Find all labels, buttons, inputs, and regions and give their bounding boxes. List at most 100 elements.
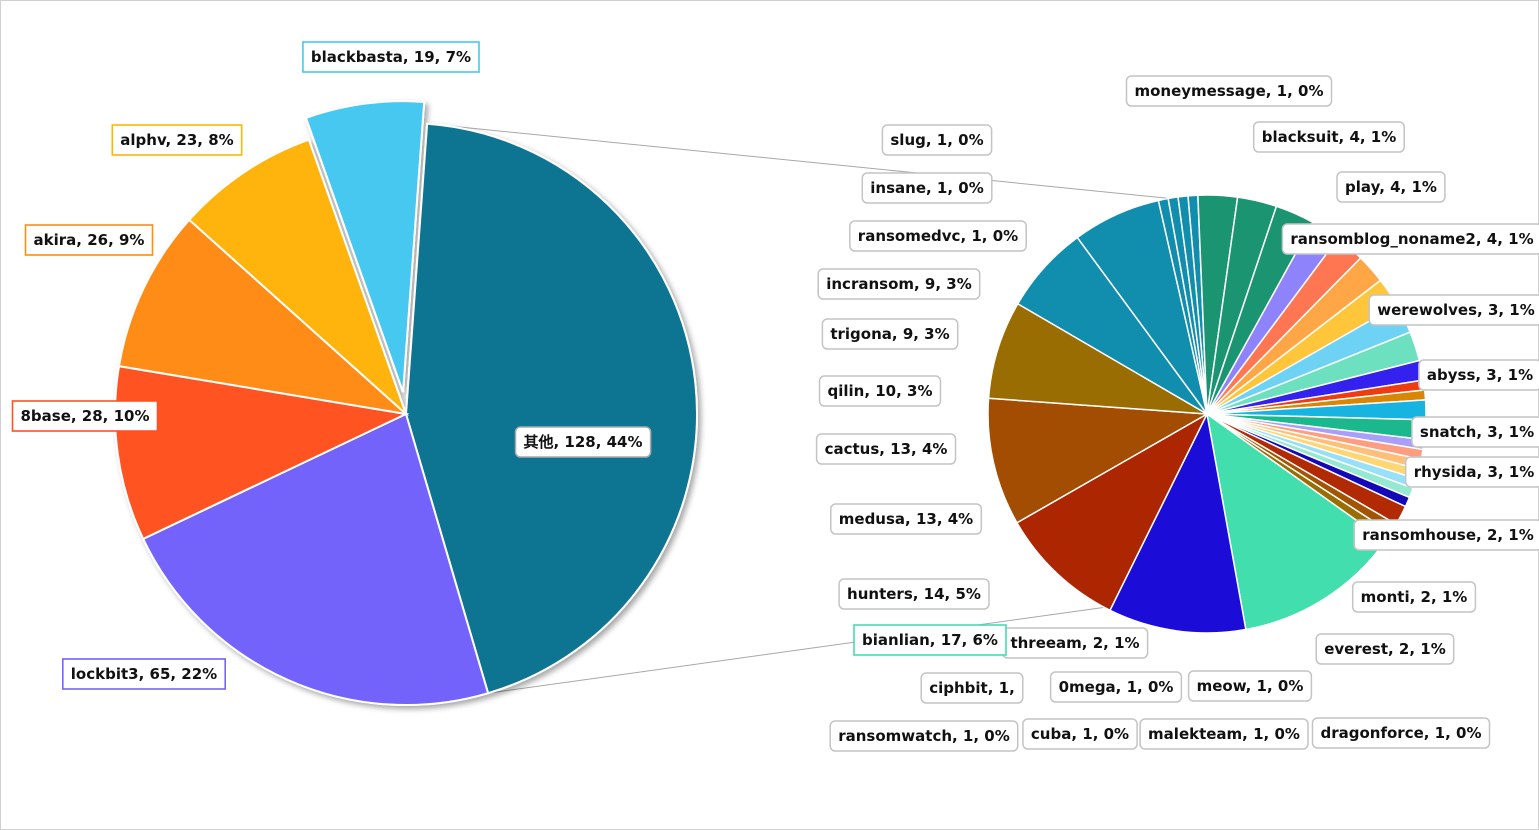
- sub-label-text-dragonforce: dragonforce, 1, 0%: [1320, 724, 1481, 742]
- sub-label-box-medusa: [830, 503, 983, 535]
- sub-label-box-ciphbit: [920, 672, 1024, 704]
- sub-label-insane: insane, 1, 0%: [861, 172, 993, 204]
- main-label-text-akira: akira, 26, 9%: [34, 231, 145, 249]
- sub-label-text-ciphbit: ciphbit, 1,: [929, 679, 1015, 697]
- sub-label-box-cactus: [815, 433, 957, 465]
- sub-label-text-trigona: trigona, 9, 3%: [830, 325, 949, 343]
- sub-slice-qilin-29: [987, 302, 1208, 415]
- sub-label-box-insane: [861, 172, 993, 204]
- sub-label-text-moneymessage: moneymessage, 1, 0%: [1134, 82, 1323, 100]
- sub-label-meow: meow, 1, 0%: [1187, 670, 1313, 702]
- sub-label-text-abyss: abyss, 3, 1%: [1427, 366, 1533, 384]
- sub-label-cuba: cuba, 1, 0%: [1022, 718, 1138, 750]
- sub-label-box-ransomedvc: [849, 220, 1027, 252]
- sub-label-trigona: trigona, 9, 3%: [821, 318, 959, 350]
- sub-label-text-ransomwatch: ransomwatch, 1, 0%: [838, 727, 1010, 745]
- sub-label-text-meow: meow, 1, 0%: [1197, 677, 1304, 695]
- sub-label-box-0mega: [1049, 671, 1183, 703]
- sub-label-text-rhysida: rhysida, 3, 1%: [1414, 463, 1535, 481]
- sub-label-box-trigona: [821, 318, 959, 350]
- sub-label-ciphbit: ciphbit, 1,: [920, 672, 1024, 704]
- slice-labels: blackbasta, 19, 7% 其他, 128, 44% lockbit3, …: [11, 41, 1539, 752]
- sub-label-play: play, 4, 1%: [1336, 171, 1446, 203]
- sub-label-text-cuba: cuba, 1, 0%: [1031, 725, 1129, 743]
- main-label-other: 其他, 128, 44%: [514, 426, 652, 458]
- sub-slice-medusa-27: [1015, 412, 1209, 612]
- sub-label-text-snatch: snatch, 3, 1%: [1420, 423, 1534, 441]
- main-label-8base: 8base, 28, 10%: [11, 400, 159, 432]
- main-label-box-akira: [24, 224, 154, 256]
- main-label-lockbit3: lockbit3, 65, 22%: [61, 658, 226, 690]
- sub-label-text-blacksuit: blacksuit, 4, 1%: [1262, 128, 1397, 146]
- sub-label-box-blacksuit: [1252, 121, 1405, 153]
- main-slice-alphv: [187, 138, 407, 415]
- sub-label-text-ransomedvc: ransomedvc, 1, 0%: [858, 227, 1018, 245]
- sub-label-box-werewolves: [1368, 294, 1539, 326]
- sub-label-ransomwatch: ransomwatch, 1, 0%: [829, 720, 1019, 752]
- sub-label-text-play: play, 4, 1%: [1345, 178, 1437, 196]
- sub-label-box-snatch: [1411, 416, 1539, 448]
- main-slice-lockbit3: [141, 412, 490, 706]
- sub-label-box-meow: [1187, 670, 1313, 702]
- main-label-text-lockbit3: lockbit3, 65, 22%: [71, 665, 217, 683]
- sub-label-cactus: cactus, 13, 4%: [815, 433, 957, 465]
- sub-label-box-bianlian: [853, 624, 1007, 656]
- main-label-akira: akira, 26, 9%: [24, 224, 154, 256]
- sub-label-blacksuit: blacksuit, 4, 1%: [1252, 121, 1405, 153]
- sub-label-text-hunters: hunters, 14, 5%: [847, 585, 981, 603]
- sub-label-text-everest: everest, 2, 1%: [1324, 640, 1446, 658]
- main-label-box-8base: [11, 400, 159, 432]
- main-slice-blackbasta: [304, 100, 426, 393]
- sub-label-slug: slug, 1, 0%: [881, 124, 993, 156]
- sub-label-box-malekteam: [1139, 718, 1309, 750]
- sub-label-everest: everest, 2, 1%: [1315, 633, 1455, 665]
- sub-label-text-bianlian: bianlian, 17, 6%: [862, 631, 998, 649]
- sub-label-text-malekteam: malekteam, 1, 0%: [1148, 725, 1300, 743]
- sub-label-text-ransomhouse: ransomhouse, 2, 1%: [1362, 526, 1534, 544]
- sub-label-text-werewolves: werewolves, 3, 1%: [1377, 301, 1535, 319]
- sub-label-box-everest: [1315, 633, 1455, 665]
- sub-label-text-slug: slug, 1, 0%: [890, 131, 983, 149]
- sub-label-box-ransomwatch: [829, 720, 1019, 752]
- sub-label-hunters: hunters, 14, 5%: [838, 578, 990, 610]
- sub-label-threeam: threeam, 2, 1%: [1001, 627, 1149, 659]
- sub-label-box-hunters: [838, 578, 990, 610]
- main-label-box-other: [514, 426, 652, 458]
- sub-label-werewolves: werewolves, 3, 1%: [1368, 294, 1539, 326]
- main-label-box-lockbit3: [61, 658, 226, 690]
- sub-label-box-moneymessage: [1125, 75, 1333, 107]
- sub-label-ransomhouse: ransomhouse, 2, 1%: [1353, 519, 1539, 551]
- sub-label-box-ransomblog-noname2: [1281, 223, 1539, 255]
- sub-label-box-monti: [1351, 581, 1477, 613]
- main-label-blackbasta: blackbasta, 19, 7%: [302, 41, 480, 73]
- sub-label-abyss: abyss, 3, 1%: [1418, 359, 1539, 391]
- main-label-text-alphv: alphv, 23, 8%: [120, 131, 233, 149]
- sub-slice-slug-34: [1177, 195, 1208, 415]
- sub-label-ransomedvc: ransomedvc, 1, 0%: [849, 220, 1027, 252]
- sub-label-box-ransomhouse: [1353, 519, 1539, 551]
- main-slice-akira: [117, 218, 410, 416]
- main-label-alphv: alphv, 23, 8%: [111, 124, 243, 156]
- main-label-text-blackbasta: blackbasta, 19, 7%: [311, 48, 471, 66]
- sub-label-box-play: [1336, 171, 1446, 203]
- main-pie: [114, 100, 698, 706]
- sub-label-malekteam: malekteam, 1, 0%: [1139, 718, 1309, 750]
- sub-label-box-cuba: [1022, 718, 1138, 750]
- connector-lines: [427, 123, 1170, 694]
- main-slice-8base: [114, 365, 410, 541]
- sub-label-box-abyss: [1418, 359, 1539, 391]
- sub-label-medusa: medusa, 13, 4%: [830, 503, 983, 535]
- main-label-box-alphv: [111, 124, 243, 156]
- sub-label-qilin: qilin, 10, 3%: [818, 375, 942, 407]
- main-label-text-8base: 8base, 28, 10%: [20, 407, 149, 425]
- sub-label-text-incransom: incransom, 9, 3%: [826, 275, 972, 293]
- sub-label-bianlian: bianlian, 17, 6%: [853, 624, 1007, 656]
- sub-label-text-insane: insane, 1, 0%: [870, 179, 983, 197]
- sub-slice-cactus-28: [987, 397, 1210, 524]
- sub-label-text-monti: monti, 2, 1%: [1361, 588, 1468, 606]
- sub-label-box-rhysida: [1404, 456, 1539, 488]
- sub-pie: [987, 194, 1427, 634]
- sub-label-ransomblog-noname2: ransomblog_noname2, 4, 1%: [1281, 223, 1539, 255]
- sub-label-box-slug: [881, 124, 993, 156]
